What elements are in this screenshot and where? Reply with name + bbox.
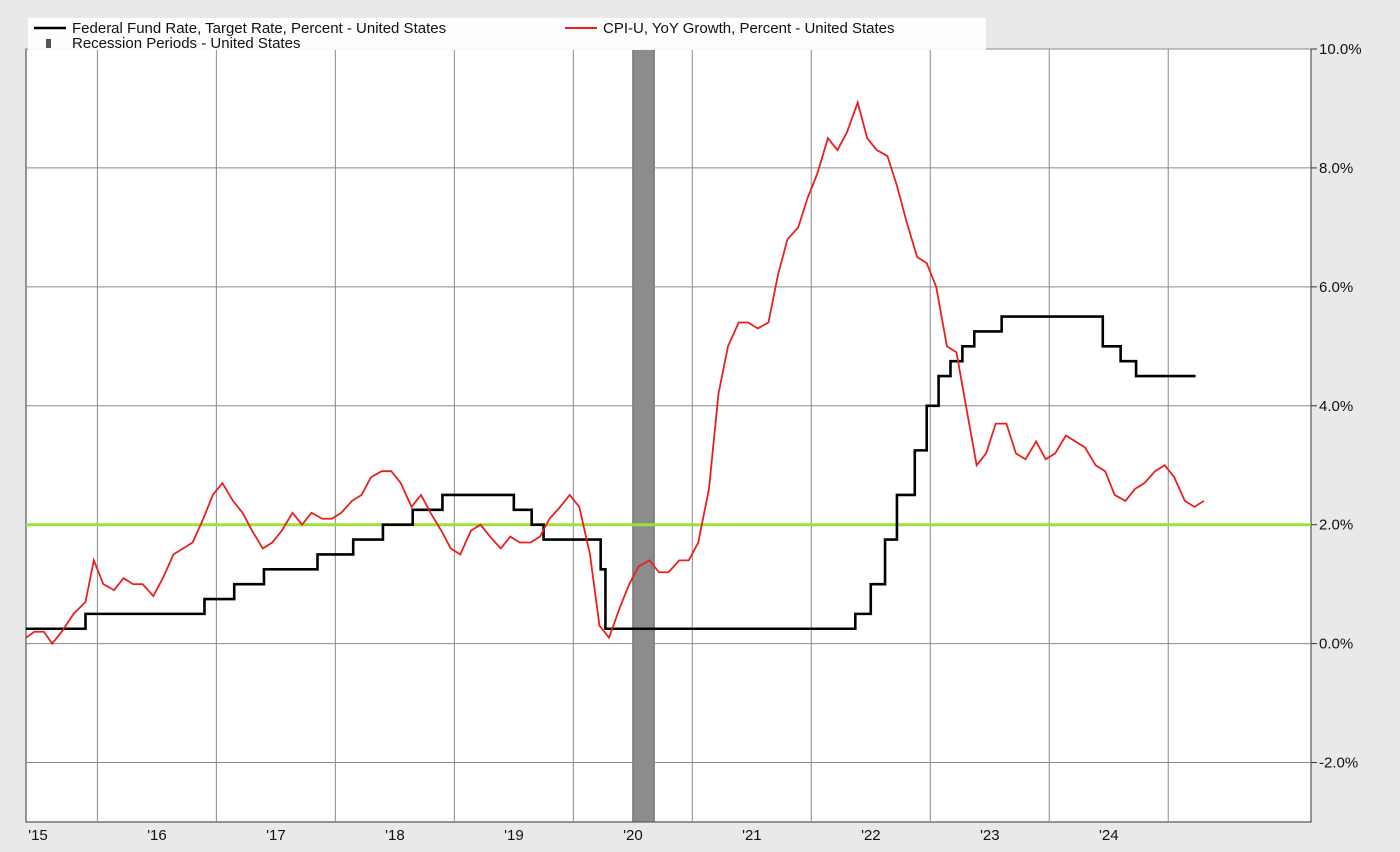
legend: Federal Fund Rate, Target Rate, Percent … <box>28 18 986 52</box>
recession-band <box>632 48 655 823</box>
recession-band-group <box>632 48 655 823</box>
x-tick-label: '23 <box>980 827 1000 844</box>
legend-swatch-recession <box>46 39 51 48</box>
y-tick-label: 2.0% <box>1319 517 1353 534</box>
legend-label-recession: Recession Periods - United States <box>72 35 300 52</box>
x-tick-label: '17 <box>266 827 286 844</box>
x-tick-label: '20 <box>623 827 643 844</box>
y-tick-label: 10.0% <box>1319 41 1362 58</box>
x-tick-label: '24 <box>1099 827 1119 844</box>
x-tick-label: '18 <box>385 827 405 844</box>
x-tick-label: '19 <box>504 827 524 844</box>
legend-label-cpi: CPI-U, YoY Growth, Percent - United Stat… <box>603 20 895 37</box>
y-tick-label: 8.0% <box>1319 160 1353 177</box>
axis-group: 10.0% 8.0% 6.0% 4.0% 2.0% 0.0% -2.0% '15 '16 '17 '… <box>28 41 1361 844</box>
legend-background <box>28 18 986 50</box>
plot-background <box>25 48 1312 823</box>
legend-label-fed-funds: Federal Fund Rate, Target Rate, Percent … <box>72 20 446 37</box>
y-tick-label: 0.0% <box>1319 636 1353 653</box>
series-group <box>25 99 1205 646</box>
x-tick-label: '22 <box>861 827 881 844</box>
series-fed-funds-line <box>26 315 1196 631</box>
x-tick-label: '21 <box>742 827 762 844</box>
y-tick-label: -2.0% <box>1319 755 1358 772</box>
y-tick-label: 4.0% <box>1319 398 1353 415</box>
series-cpi-line <box>25 99 1205 646</box>
y-tick-label: 6.0% <box>1319 279 1353 296</box>
x-tick-label: '15 <box>28 827 48 844</box>
x-tick-label: '16 <box>147 827 167 844</box>
